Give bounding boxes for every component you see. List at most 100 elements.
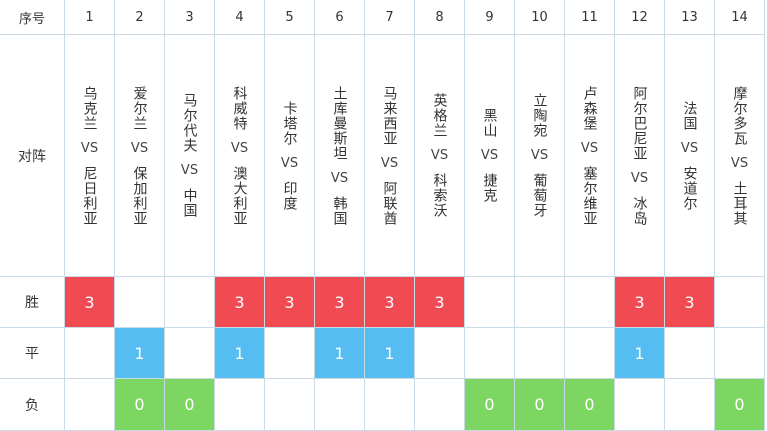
loss-result-cell: [365, 379, 415, 431]
draw-result-cell: 1: [215, 328, 265, 379]
loss-result-cell: 0: [715, 379, 765, 431]
loss-result-cell: 0: [115, 379, 165, 431]
match-number: 3: [165, 0, 215, 35]
loss-result-cell: 0: [565, 379, 615, 431]
draw-result-cell: [65, 328, 115, 379]
draw-result-cell: [665, 328, 715, 379]
win-result-cell: 3: [665, 277, 715, 328]
away-team: 塞尔维亚: [581, 165, 598, 226]
vs-label: VS: [580, 140, 599, 156]
home-team: 爱尔兰: [131, 85, 148, 131]
match-number: 8: [415, 0, 465, 35]
away-team: 葡萄牙: [531, 173, 548, 218]
draw-result-cell: 1: [615, 328, 665, 379]
home-team: 卢森堡: [581, 85, 598, 131]
home-team: 马来西亚: [381, 85, 398, 146]
match-number: 10: [515, 0, 565, 35]
match-number: 4: [215, 0, 265, 35]
match-number: 7: [365, 0, 415, 35]
vs-label: VS: [680, 140, 699, 156]
vs-label: VS: [80, 140, 99, 156]
away-team: 澳大利亚: [231, 165, 248, 226]
matchup-cell: 立陶宛 VS 葡萄牙: [515, 35, 565, 277]
home-team: 卡塔尔: [281, 100, 298, 146]
draw-result-cell: [515, 328, 565, 379]
home-team: 法国: [681, 100, 698, 131]
match-number: 5: [265, 0, 315, 35]
home-team: 土库曼斯坦: [331, 85, 348, 161]
match-number: 14: [715, 0, 765, 35]
vs-label: VS: [430, 148, 449, 163]
draw-result-cell: [465, 328, 515, 379]
home-team: 马尔代夫: [181, 93, 198, 153]
match-number: 11: [565, 0, 615, 35]
matchup-cell: 爱尔兰 VS 保加利亚: [115, 35, 165, 277]
away-team: 科索沃: [431, 173, 448, 218]
matchup-cell: 黑山 VS 捷克: [465, 35, 515, 277]
vs-label: VS: [530, 148, 549, 163]
away-team: 冰岛: [631, 195, 648, 226]
draw-result-cell: [715, 328, 765, 379]
away-team: 尼日利亚: [81, 165, 98, 226]
win-result-cell: 3: [415, 277, 465, 328]
loss-result-cell: [315, 379, 365, 431]
win-result-cell: [565, 277, 615, 328]
win-result-cell: 3: [215, 277, 265, 328]
home-team: 阿尔巴尼亚: [631, 85, 648, 161]
match-number: 12: [615, 0, 665, 35]
matchup-header: 对阵: [0, 35, 65, 277]
match-number: 13: [665, 0, 715, 35]
matchup-cell: 马尔代夫 VS 中国: [165, 35, 215, 277]
away-team: 中国: [181, 188, 198, 218]
vs-label: VS: [230, 140, 249, 156]
home-team: 摩尔多瓦: [731, 85, 748, 146]
matchup-cell: 卡塔尔 VS 印度: [265, 35, 315, 277]
home-team: 黑山: [481, 108, 498, 138]
win-result-cell: 3: [365, 277, 415, 328]
matchup-cell: 摩尔多瓦 VS 土耳其: [715, 35, 765, 277]
loss-result-cell: [265, 379, 315, 431]
win-result-cell: 3: [315, 277, 365, 328]
away-team: 韩国: [331, 195, 348, 226]
win-result-cell: [165, 277, 215, 328]
matchup-cell: 马来西亚 VS 阿联酋: [365, 35, 415, 277]
matchup-cell: 法国 VS 安道尔: [665, 35, 715, 277]
matchup-cell: 科威特 VS 澳大利亚: [215, 35, 265, 277]
win-result-cell: [115, 277, 165, 328]
win-result-cell: 3: [615, 277, 665, 328]
win-row-label: 胜: [0, 277, 65, 328]
vs-label: VS: [730, 155, 749, 171]
loss-result-cell: [215, 379, 265, 431]
win-result-cell: 3: [265, 277, 315, 328]
match-number: 2: [115, 0, 165, 35]
away-team: 保加利亚: [131, 165, 148, 226]
vs-label: VS: [180, 163, 199, 178]
vs-label: VS: [630, 170, 649, 186]
home-team: 乌克兰: [81, 85, 98, 131]
matchup-cell: 土库曼斯坦 VS 韩国: [315, 35, 365, 277]
draw-result-cell: [165, 328, 215, 379]
loss-result-cell: [415, 379, 465, 431]
loss-row-label: 负: [0, 379, 65, 431]
loss-result-cell: [65, 379, 115, 431]
match-number: 9: [465, 0, 515, 35]
loss-result-cell: 0: [515, 379, 565, 431]
loss-result-cell: [665, 379, 715, 431]
home-team: 科威特: [231, 85, 248, 131]
draw-result-cell: [265, 328, 315, 379]
loss-result-cell: 0: [465, 379, 515, 431]
match-number: 1: [65, 0, 115, 35]
away-team: 阿联酋: [381, 180, 398, 226]
draw-result-cell: 1: [315, 328, 365, 379]
home-team: 立陶宛: [531, 93, 548, 138]
win-result-cell: [515, 277, 565, 328]
loss-result-cell: [615, 379, 665, 431]
draw-result-cell: 1: [115, 328, 165, 379]
away-team: 安道尔: [681, 165, 698, 211]
vs-label: VS: [130, 140, 149, 156]
home-team: 英格兰: [431, 93, 448, 138]
matchup-cell: 英格兰 VS 科索沃: [415, 35, 465, 277]
match-number: 6: [315, 0, 365, 35]
draw-row-label: 平: [0, 328, 65, 379]
